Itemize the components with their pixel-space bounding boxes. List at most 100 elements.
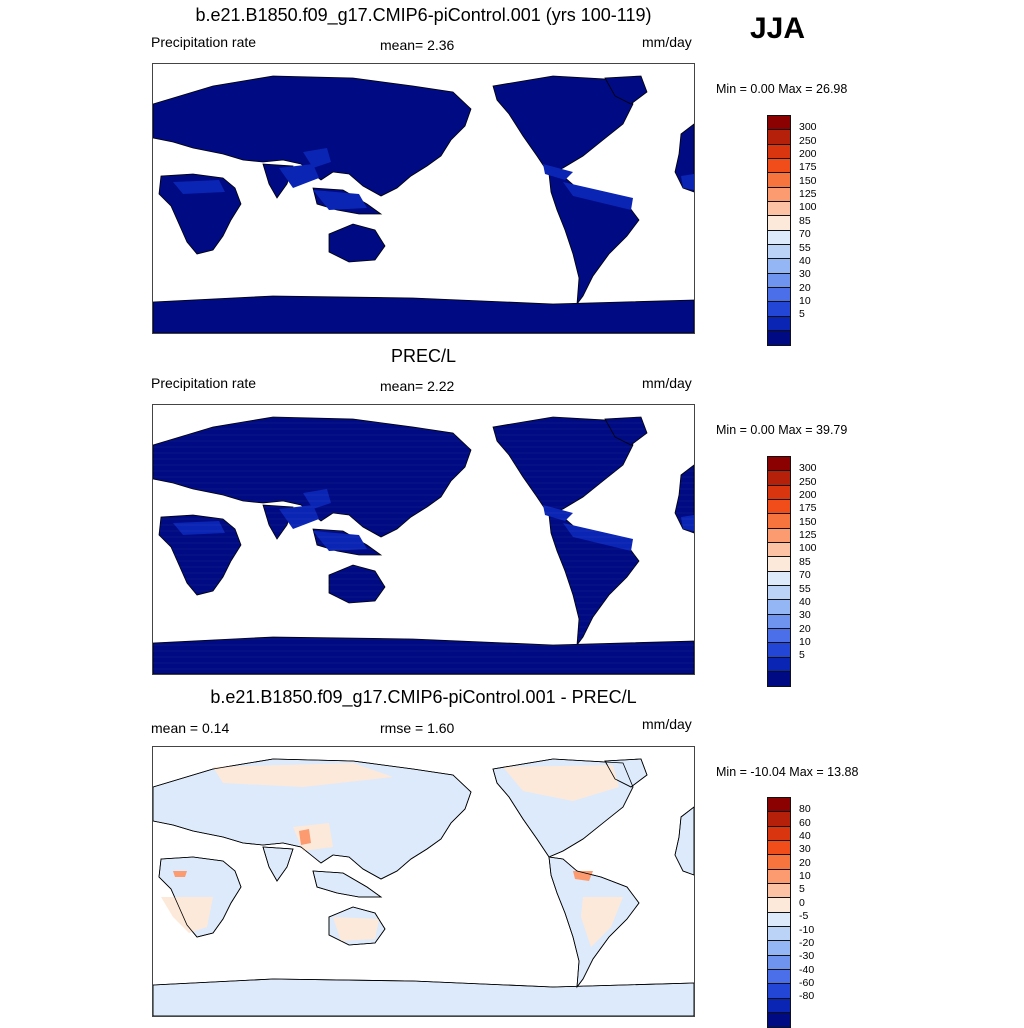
colorbar-swatch bbox=[767, 130, 791, 145]
wet-region bbox=[681, 515, 694, 531]
colorbar-tick-label: 200 bbox=[799, 489, 817, 502]
coastline bbox=[492, 758, 634, 858]
colorbar-swatch bbox=[767, 259, 791, 274]
colorbar-swatch bbox=[767, 273, 791, 289]
colorbar-tick-label: 85 bbox=[799, 214, 811, 227]
colorbar-tick-label: 10 bbox=[799, 294, 811, 307]
wet-region bbox=[173, 180, 225, 194]
panel-3-minmax: Min = -10.04 Max = 13.88 bbox=[716, 765, 859, 779]
colorbar-swatch bbox=[767, 557, 791, 572]
colorbar-swatch bbox=[767, 826, 791, 842]
colorbar-tick-label: 20 bbox=[799, 856, 811, 869]
coastline bbox=[153, 758, 472, 880]
colorbar-tick-label: 175 bbox=[799, 502, 817, 515]
wet-region bbox=[313, 190, 367, 210]
coastline bbox=[328, 906, 386, 946]
land-region bbox=[153, 978, 694, 1016]
wet-region bbox=[303, 489, 331, 509]
panel-2-map-svg bbox=[153, 405, 694, 674]
colorbar-swatch bbox=[767, 955, 791, 971]
colorbar-tick-label: -80 bbox=[799, 990, 815, 1003]
land-region bbox=[262, 846, 294, 882]
colorbar-swatch bbox=[767, 1013, 791, 1028]
panel-2-units: mm/day bbox=[642, 375, 692, 391]
panel-2-title: PREC/L bbox=[390, 346, 457, 366]
panel-1-title: b.e21.B1850.f09_g17.CMIP6-piControl.001 … bbox=[195, 5, 652, 25]
colorbar-swatch bbox=[767, 912, 791, 928]
land-region bbox=[153, 636, 694, 674]
colorbar-tick-label: 150 bbox=[799, 174, 817, 187]
wet-region bbox=[543, 505, 573, 521]
colorbar-swatch bbox=[767, 173, 791, 188]
colorbar-tick-label: 125 bbox=[799, 529, 817, 542]
colorbar-swatch bbox=[767, 159, 791, 174]
colorbar-swatch bbox=[767, 288, 791, 303]
colorbar-tick-label: 10 bbox=[799, 870, 811, 883]
colorbar-swatch bbox=[767, 144, 791, 160]
panel-1-map-svg bbox=[153, 75, 694, 333]
colorbar-tick-label: 30 bbox=[799, 609, 811, 622]
colorbar-swatch bbox=[767, 485, 791, 501]
colorbar-swatch bbox=[767, 672, 791, 687]
colorbar-swatch bbox=[767, 657, 791, 673]
panel-2-map bbox=[152, 404, 695, 675]
colorbar-tick-label: -40 bbox=[799, 963, 815, 976]
colorbar-swatch bbox=[767, 600, 791, 615]
colorbar-swatch bbox=[767, 643, 791, 658]
colorbar-tick-label: 40 bbox=[799, 254, 811, 267]
coastline bbox=[312, 870, 383, 898]
colorbar-tick-label: 55 bbox=[799, 582, 811, 595]
land-region bbox=[604, 75, 648, 105]
colorbar-tick-label: 30 bbox=[799, 268, 811, 281]
colorbar-tick-label: 5 bbox=[799, 883, 805, 896]
land-region bbox=[153, 295, 694, 333]
colorbar-swatch bbox=[767, 586, 791, 601]
colorbar-swatch bbox=[767, 316, 791, 332]
colorbar-swatch bbox=[767, 331, 791, 346]
colorbar-tick-label: 300 bbox=[799, 462, 817, 475]
panel-3-mean: mean = 0.14 bbox=[151, 720, 230, 736]
wet-region bbox=[173, 521, 225, 535]
colorbar-swatch bbox=[767, 841, 791, 856]
panel-1-map bbox=[152, 63, 695, 334]
colorbar-swatch bbox=[767, 884, 791, 899]
diff-positive-region bbox=[581, 897, 623, 947]
colorbar-swatch bbox=[767, 812, 791, 827]
colorbar-swatch bbox=[767, 629, 791, 644]
land-region bbox=[158, 173, 242, 255]
wet-region bbox=[563, 182, 633, 210]
colorbar-swatch bbox=[767, 187, 791, 203]
wet-region bbox=[681, 174, 694, 190]
colorbar-tick-label: 20 bbox=[799, 281, 811, 294]
colorbar-tick-label: 40 bbox=[799, 830, 811, 843]
colorbar-tick-label: 5 bbox=[799, 649, 805, 662]
colorbar-swatch bbox=[767, 797, 791, 813]
colorbar-tick-label: 40 bbox=[799, 595, 811, 608]
colorbar-tick-label: 300 bbox=[799, 121, 817, 134]
colorbar-tick-label: 175 bbox=[799, 161, 817, 174]
land-region bbox=[328, 564, 386, 604]
panel-1-colorbar: 300 250 200 175 150 125 100 85 70 55 40 30 20 10 5 bbox=[767, 115, 817, 346]
colorbar-tick-label: 10 bbox=[799, 635, 811, 648]
wet-region bbox=[543, 164, 573, 180]
coastline bbox=[153, 978, 694, 1016]
panel-1-mean: mean= 2.36 bbox=[380, 37, 455, 53]
coastline bbox=[604, 758, 648, 788]
colorbar-tick-label: 85 bbox=[799, 555, 811, 568]
diff-positive-region bbox=[503, 765, 619, 801]
diff-positive-region bbox=[213, 763, 393, 787]
panel-3-colorbar: 80 60 40 30 20 10 5 0 -5 -10 -20 -30 -40 -60 -80 bbox=[767, 797, 814, 1028]
colorbar-swatch bbox=[767, 984, 791, 999]
colorbar-tick-label: 125 bbox=[799, 188, 817, 201]
colorbar-swatch bbox=[767, 898, 791, 913]
coastline bbox=[158, 856, 242, 938]
panel-3-map bbox=[152, 746, 695, 1017]
colorbar-swatch bbox=[767, 571, 791, 587]
colorbar-swatch bbox=[767, 302, 791, 317]
land-region bbox=[153, 416, 472, 538]
colorbar-tick-label: -60 bbox=[799, 976, 815, 989]
colorbar-tick-label: 70 bbox=[799, 569, 811, 582]
panel-3-units: mm/day bbox=[642, 716, 692, 732]
colorbar-swatch bbox=[767, 216, 791, 231]
panel-1-minmax: Min = 0.00 Max = 26.98 bbox=[716, 82, 848, 96]
